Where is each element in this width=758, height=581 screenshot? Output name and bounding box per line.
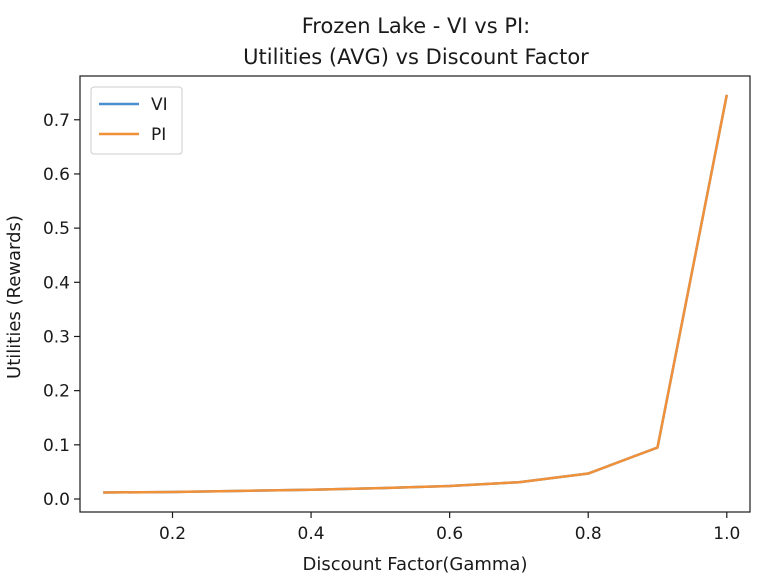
chart-title-line-1: Frozen Lake - VI vs PI: [302,14,531,38]
legend-label-pi: PI [151,125,166,145]
y-tick-label: 0.5 [43,219,70,239]
legend-label-vi: VI [151,95,168,115]
y-tick-label: 0.3 [43,327,70,347]
y-tick-label: 0.0 [43,490,70,510]
x-tick-label: 0.2 [159,524,186,544]
plot-area [103,94,729,494]
legend-box [90,86,183,155]
legend: VI PI [90,86,183,155]
y-axis-label: Utilities (Rewards) [4,215,25,379]
x-axis-label: Discount Factor(Gamma) [303,554,528,575]
x-tick-label: 1.0 [713,524,740,544]
chart-title-line-2: Utilities (AVG) vs Discount Factor [243,45,589,69]
y-tick-label: 0.4 [43,273,70,293]
series-line-pi [103,94,729,494]
y-tick-label: 0.2 [43,382,70,402]
plot-frame [79,75,751,513]
y-tick-label: 0.6 [43,165,70,185]
x-axis: 0.2 0.4 0.6 0.8 1.0 [159,512,740,544]
series-line-vi [103,94,729,494]
x-tick-label: 0.4 [298,524,325,544]
y-tick-label: 0.7 [43,111,70,131]
y-axis: 0.0 0.1 0.2 0.3 0.4 0.5 0.6 0.7 [43,111,80,510]
x-tick-label: 0.8 [575,524,602,544]
y-tick-label: 0.1 [43,436,70,456]
x-tick-label: 0.6 [436,524,463,544]
